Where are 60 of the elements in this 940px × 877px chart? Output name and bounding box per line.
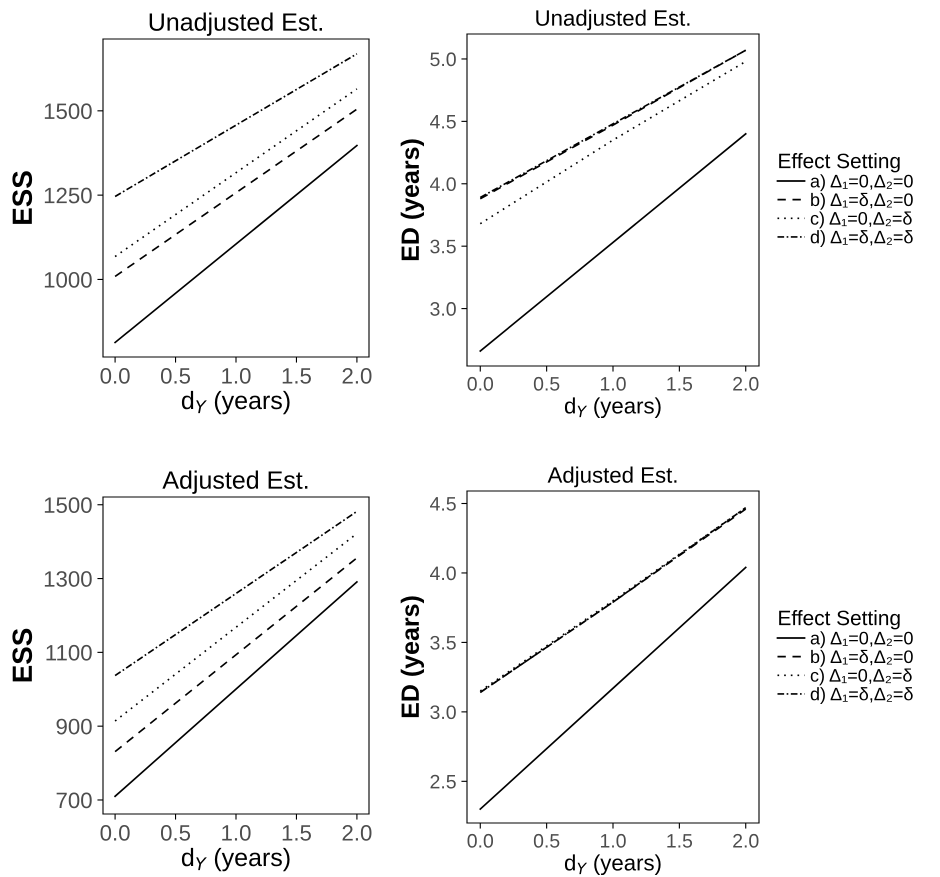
legend-label: b) Δ₁=δ,Δ₂=0 bbox=[811, 192, 913, 210]
y-tick-label: 4.0 bbox=[430, 566, 456, 580]
legend-label: c) Δ₁=0,Δ₂=δ bbox=[810, 212, 912, 228]
y-tick-label: 4.5 bbox=[430, 115, 456, 129]
x-tick-label: 1.0 bbox=[222, 368, 251, 384]
x-tick-label: 1.5 bbox=[282, 825, 311, 841]
legend-label: a) Δ₁=0,Δ₂=0 bbox=[810, 631, 913, 648]
legend-label: b) Δ₁=δ,Δ₂=0 bbox=[811, 650, 913, 667]
legend-label: a) Δ₁=0,Δ₂=0 bbox=[810, 174, 913, 192]
x-tick-label: 1.0 bbox=[222, 825, 251, 841]
legend-title: Effect Setting bbox=[779, 610, 900, 630]
x-tick-label: 0.0 bbox=[100, 825, 130, 841]
chart-title: Unadjusted Est. bbox=[536, 10, 690, 30]
x-tick-label: 1.5 bbox=[667, 834, 692, 848]
x-tick-label: 1.0 bbox=[600, 834, 626, 848]
y-tick-label: 1000 bbox=[44, 272, 92, 288]
y-axis-title: ESS bbox=[12, 628, 32, 682]
x-tick-label: 0.5 bbox=[160, 368, 190, 384]
y-tick-label: 1100 bbox=[46, 644, 92, 661]
x-axis-title: d$_{Y}$ (years) bbox=[182, 390, 290, 414]
x-tick-label: 2.0 bbox=[342, 368, 372, 384]
y-tick-label: 5.0 bbox=[430, 52, 456, 66]
x-axis-title: d$_{Y}$ (years) bbox=[564, 854, 661, 876]
y-tick-label: 3.0 bbox=[430, 705, 456, 720]
x-tick-label: 1.5 bbox=[282, 368, 311, 384]
x-tick-label: 0.5 bbox=[534, 834, 560, 848]
x-tick-label: 0.0 bbox=[100, 368, 130, 384]
legend-label: c) Δ₁=0,Δ₂=δ bbox=[810, 668, 912, 686]
y-tick-label: 4.0 bbox=[430, 177, 456, 192]
chart-title: Adjusted Est. bbox=[548, 466, 676, 488]
x-tick-label: 1.0 bbox=[600, 376, 626, 391]
y-tick-label: 1250 bbox=[44, 188, 92, 204]
y-tick-label: 900 bbox=[56, 718, 92, 734]
y-tick-label: 3.5 bbox=[430, 636, 456, 650]
x-tick-label: 2.0 bbox=[733, 376, 758, 391]
x-tick-label: 2.0 bbox=[733, 834, 758, 848]
chart-title: Adjusted Est. bbox=[162, 470, 308, 494]
y-axis-title: ED (years) bbox=[400, 139, 424, 260]
y-tick-label: 1300 bbox=[44, 571, 92, 587]
y-tick-label: 3.5 bbox=[430, 240, 456, 254]
x-axis-title: d$_{Y}$ (years) bbox=[564, 397, 661, 418]
legend-label: d) Δ₁=δ,Δ₂=δ bbox=[810, 230, 913, 247]
x-tick-label: 1.5 bbox=[667, 377, 692, 391]
legend-label: d) Δ₁=δ,Δ₂=δ bbox=[810, 687, 913, 704]
x-tick-label: 2.0 bbox=[342, 825, 372, 841]
x-tick-label: 0.5 bbox=[534, 376, 560, 391]
x-tick-label: 0.0 bbox=[468, 834, 494, 848]
y-axis-title: ED (years) bbox=[400, 596, 424, 718]
y-tick-label: 700 bbox=[56, 792, 92, 808]
y-tick-label: 3.0 bbox=[430, 302, 456, 316]
chart-title: Unadjusted Est. bbox=[150, 12, 322, 36]
x-axis-title: d$_{Y}$ (years) bbox=[182, 848, 290, 872]
y-tick-label: 1500 bbox=[44, 103, 92, 120]
y-tick-label: 1500 bbox=[44, 497, 92, 514]
y-axis-title: ESS bbox=[12, 171, 32, 224]
x-tick-label: 0.5 bbox=[160, 825, 190, 841]
y-tick-label: 4.5 bbox=[430, 497, 456, 511]
y-tick-label: 2.5 bbox=[430, 774, 456, 789]
x-tick-label: 0.0 bbox=[468, 376, 494, 391]
legend-title: Effect Setting bbox=[779, 153, 900, 172]
